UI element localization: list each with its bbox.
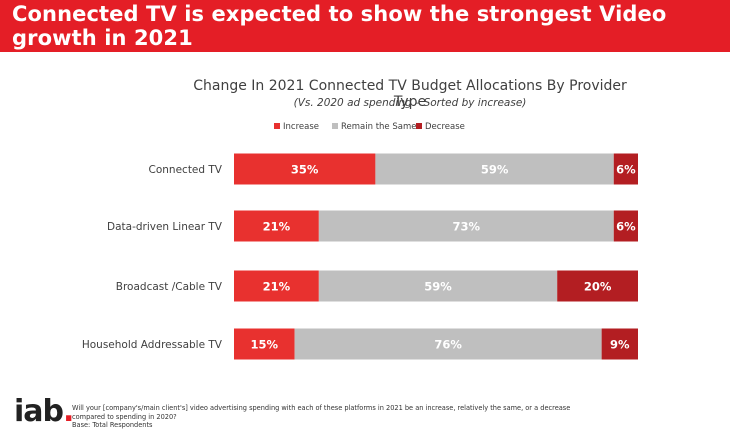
data-label-data-driven-linear-tv-decrease: 6% (616, 220, 636, 234)
header-banner: Connected TV is expected to show the str… (0, 0, 730, 52)
bar-connected-tv-decrease (613, 153, 638, 185)
legend-label-increase: Increase (283, 122, 319, 132)
bar-connected-tv-remain-the-same (375, 153, 614, 185)
bar-household-addressable-tv-increase (234, 328, 295, 360)
data-label-household-addressable-tv-remain-the-same: 76% (434, 338, 462, 352)
stacked-bar-chart: Increase Remain the Same Decrease Connected… (82, 122, 638, 360)
bar-broadcast-cable-tv-increase (234, 270, 319, 302)
bar-data-driven-linear-tv-increase (234, 210, 319, 242)
bar-household-addressable-tv-remain-the-same (294, 328, 602, 360)
data-label-broadcast-cable-tv-decrease: 20% (584, 280, 612, 294)
category-label-household-addressable-tv: Household Addressable TV (82, 339, 223, 351)
data-label-broadcast-cable-tv-increase: 21% (263, 280, 291, 294)
legend-label-decrease: Decrease (425, 122, 465, 132)
data-label-connected-tv-decrease: 6% (616, 163, 636, 177)
bar-data-driven-linear-tv-decrease (613, 210, 638, 242)
category-label-connected-tv: Connected TV (149, 164, 223, 176)
bar-broadcast-cable-tv-decrease (557, 270, 638, 302)
category-label-broadcast-cable-tv: Broadcast /Cable TV (116, 281, 223, 293)
survey-question: Will your [company's/main client's] vide… (72, 404, 571, 421)
data-label-broadcast-cable-tv-remain-the-same: 59% (424, 280, 452, 294)
footer-notes: Will your [company's/main client's] vide… (72, 404, 572, 430)
base-note: Base: Total Respondents (72, 421, 153, 429)
chart-title: Change In 2021 Connected TV Budget Alloc… (193, 78, 627, 110)
category-label-data-driven-linear-tv: Data-driven Linear TV (107, 221, 223, 233)
data-label-connected-tv-remain-the-same: 59% (481, 163, 509, 177)
data-label-household-addressable-tv-decrease: 9% (610, 338, 630, 352)
chart-subtitle: (Vs. 2020 ad spending – Sorted by increa… (293, 97, 527, 109)
data-label-data-driven-linear-tv-remain-the-same: 73% (453, 220, 481, 234)
data-label-data-driven-linear-tv-increase: 21% (263, 220, 291, 234)
legend-swatch-remain-the-same (332, 123, 338, 129)
data-label-household-addressable-tv-increase: 15% (251, 338, 279, 352)
legend-label-remain-the-same: Remain the Same (341, 122, 416, 132)
bar-broadcast-cable-tv-remain-the-same (318, 270, 558, 302)
page-title: Connected TV is expected to show the str… (12, 2, 667, 50)
legend-swatch-decrease (416, 123, 422, 129)
iab-logo: iab. (14, 394, 74, 429)
legend-swatch-increase (274, 123, 280, 129)
bar-household-addressable-tv-decrease (601, 328, 638, 360)
bar-connected-tv-increase (234, 153, 376, 185)
bar-data-driven-linear-tv-remain-the-same (318, 210, 614, 242)
data-label-connected-tv-increase: 35% (291, 163, 319, 177)
